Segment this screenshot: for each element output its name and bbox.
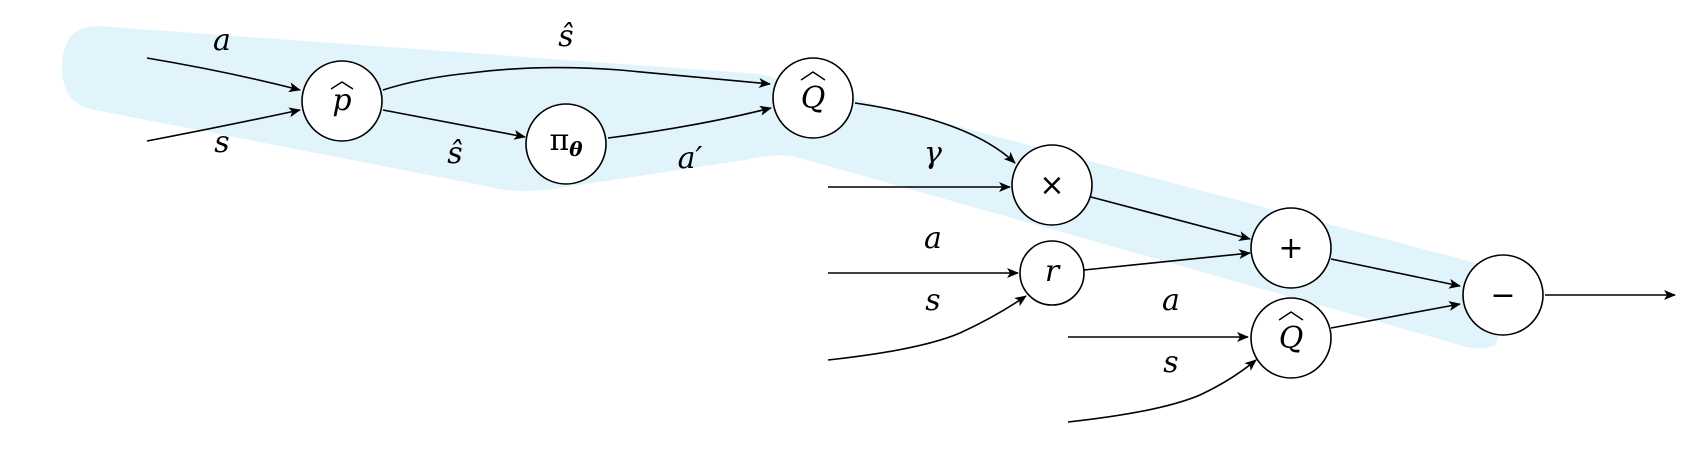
- node-minus: −: [1462, 254, 1544, 336]
- node-policy-param: θ: [569, 137, 583, 161]
- node-plus: +: [1250, 207, 1332, 289]
- edge-plus-to-minus: [1330, 258, 1461, 289]
- node-reward: r: [1019, 240, 1085, 306]
- highlight-band: [62, 26, 1508, 349]
- label-a-q2: a: [1162, 283, 1180, 318]
- edge-s-to-phat: [146, 107, 301, 142]
- label-s-q2: s: [1163, 345, 1178, 380]
- label-a-prime: a′: [678, 141, 703, 176]
- node-q-hat-2-label: Q: [1279, 321, 1304, 356]
- edge-qhat2-to-minus: [1330, 301, 1461, 329]
- label-s-left: s: [214, 125, 229, 160]
- edge-policy-to-qhat: [607, 105, 772, 139]
- edge-a-to-phat: [146, 57, 301, 93]
- hat-accent: [800, 71, 826, 81]
- label-gamma: γ: [924, 136, 942, 171]
- node-p-hat: p: [301, 60, 383, 142]
- edge-s-to-qhat2: [1067, 359, 1257, 423]
- label-a-top: a: [213, 23, 231, 58]
- hat-accent: [330, 81, 354, 90]
- node-minus-label: −: [1490, 278, 1515, 313]
- label-s-hat-top: ŝ: [558, 19, 573, 54]
- node-q-hat-2: Q: [1250, 297, 1332, 379]
- label-a-reward: a: [924, 221, 942, 256]
- node-q-hat-label: Q: [801, 81, 826, 116]
- node-multiply: ×: [1011, 144, 1093, 226]
- label-s-reward: s: [925, 283, 940, 318]
- edge-multiply-to-plus: [1090, 196, 1251, 242]
- hat-accent: [1278, 311, 1304, 321]
- edge-phat-to-qhat: [382, 66, 771, 91]
- label-s-hat-mid: ŝ: [447, 136, 462, 171]
- node-q-hat: Q: [772, 57, 854, 139]
- svg-text:πθ: πθ: [549, 123, 583, 161]
- node-policy: πθ: [525, 103, 607, 185]
- node-p-hat-label: p: [332, 83, 351, 118]
- edge-reward-to-plus: [1083, 249, 1251, 271]
- edge-phat-to-policy: [382, 109, 526, 140]
- node-multiply-label: ×: [1039, 168, 1064, 203]
- edge-s-to-reward: [827, 295, 1027, 361]
- edge-qhat-to-multiply: [854, 102, 1016, 164]
- node-plus-label: +: [1278, 231, 1303, 266]
- node-policy-label: π: [549, 123, 569, 158]
- node-reward-label: r: [1045, 254, 1061, 289]
